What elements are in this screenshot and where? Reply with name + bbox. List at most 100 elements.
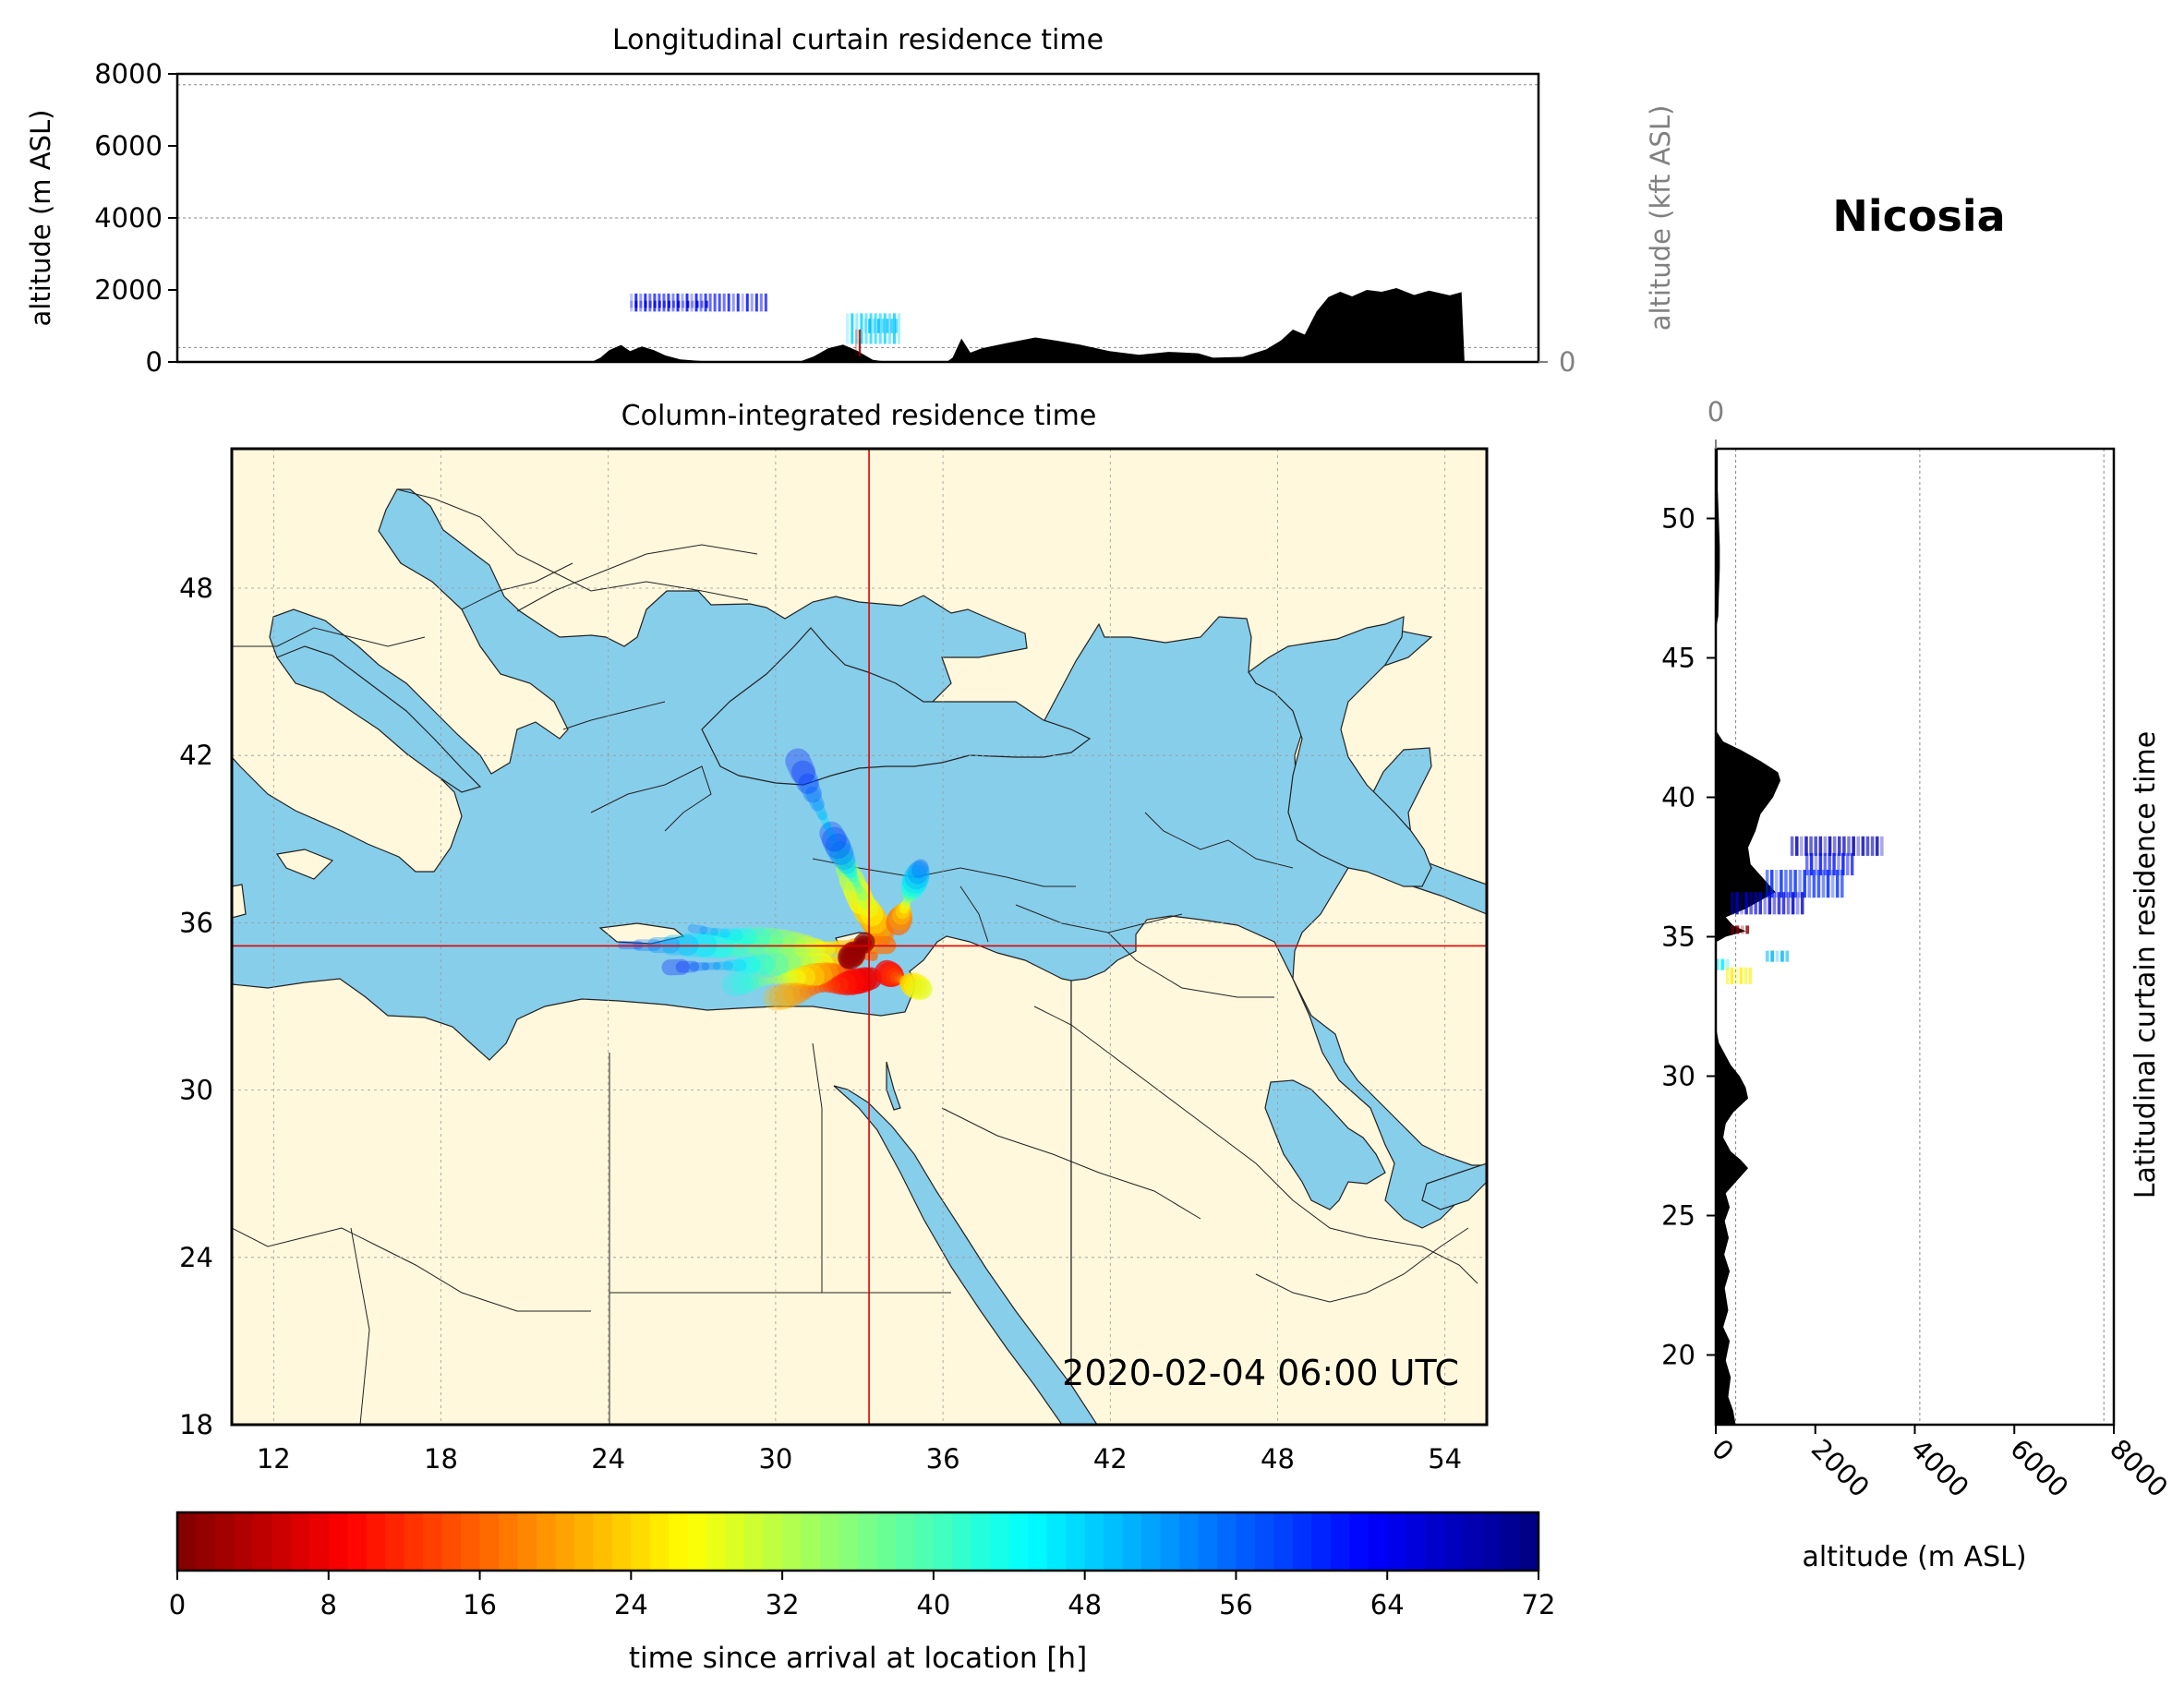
colorbar-segment (1463, 1512, 1483, 1571)
latitudinal-residence-bin (1837, 836, 1841, 856)
latitudinal-residence-bin (1793, 870, 1797, 898)
latitudinal-residence-bin (1800, 892, 1804, 915)
longitudinal-residence-bin (851, 313, 854, 344)
latitudinal-residence-bin (1875, 836, 1879, 856)
colorbar-segment (763, 1512, 783, 1571)
colorbar-segment (499, 1512, 519, 1571)
latitudinal-residence-bin (1781, 892, 1786, 915)
longitudinal-residence-bin (677, 300, 681, 308)
longitudinal-residence-bin (658, 300, 661, 308)
colorbar-segment (1481, 1512, 1502, 1571)
longitudinal-residence-bin (858, 338, 862, 357)
map-borders (232, 488, 1478, 1425)
latitudinal-residence-bin (1744, 967, 1747, 984)
longitudinal-residence-bin (699, 293, 703, 312)
latitudinal-frame (1714, 447, 2116, 1427)
latitudinal-residence-bin (1804, 852, 1809, 876)
island-sicily (275, 849, 334, 880)
latitudinal-residence-bin (1841, 852, 1845, 876)
latitudinal-residence-bin (1765, 870, 1769, 898)
longitudinal-residence-bin (864, 313, 868, 344)
colorbar-segment (366, 1512, 386, 1571)
colorbar-tick-label: 72 (1522, 1589, 1556, 1620)
latitudinal-residence-bin (1794, 836, 1799, 856)
latitudinal-ytick-label: 50 (1661, 503, 1695, 535)
latitudinal-residence-bin (1790, 836, 1794, 856)
colorbar-segment (1141, 1512, 1162, 1571)
land-iran (1292, 867, 1487, 1166)
latitudinal-residence-bin (1880, 836, 1884, 856)
latitudinal-residence-bin (1795, 892, 1800, 915)
longitudinal-residence-bin (705, 300, 708, 308)
longitudinal-residence-bin (874, 313, 877, 344)
latitudinal-residence-bin (1775, 950, 1780, 962)
map-xtick-label: 18 (424, 1443, 458, 1475)
latitudinal-residence-bin (1765, 950, 1769, 962)
map-ytick-label: 18 (179, 1409, 213, 1440)
longitudinal-residence-bin (858, 329, 862, 339)
colorbar-segment (801, 1512, 821, 1571)
trajectory-segment (763, 983, 794, 1011)
latitudinal-residence-bin (1770, 950, 1775, 962)
latitudinal-xtick-top-label: 0 (1707, 396, 1724, 428)
trajectory-segment (899, 974, 918, 992)
map-land (232, 449, 1487, 1425)
longitudinal-residence-bin (860, 313, 863, 344)
colorbar-segment (1028, 1512, 1048, 1571)
trajectory-segment (907, 860, 930, 885)
caspian-sea (1248, 616, 1432, 887)
colorbar-segment (1104, 1512, 1124, 1571)
colorbar-tick-label: 48 (1068, 1589, 1102, 1620)
trajectory-plume (886, 859, 930, 935)
latitudinal-residence-bin (1814, 836, 1817, 856)
colorbar-segment (1330, 1512, 1350, 1571)
latitudinal-ytick-label: 35 (1661, 921, 1695, 953)
trajectory-segment (812, 799, 827, 821)
gulf-oman (1421, 1162, 1487, 1210)
adriatic (276, 645, 482, 793)
latitudinal-residence-bin (1734, 967, 1739, 984)
latitudinal-residence-bin (1852, 836, 1855, 856)
map-panel: Column-integrated residence time (179, 400, 1489, 1475)
latitudinal-residence-bin (1784, 870, 1788, 898)
trajectory-segment (899, 975, 914, 989)
longitudinal-residence-bin (700, 300, 704, 308)
colorbar-segment (952, 1512, 972, 1571)
latitudinal-residence-bin (1780, 870, 1783, 898)
colorbar-tick-label: 16 (463, 1589, 497, 1620)
latitudinal-xtick-label: 2000 (1805, 1433, 1876, 1503)
map-frame (230, 447, 1489, 1427)
latitudinal-residence-bin (1870, 836, 1875, 856)
trajectory-segment (901, 972, 930, 1000)
trajectory-segment (829, 840, 856, 871)
latitudinal-residence-bin (1731, 892, 1734, 915)
latitudinal-residence-bin (1818, 836, 1823, 856)
latitudinal-residence-bin (1828, 836, 1832, 856)
trajectory-segment (729, 927, 757, 945)
longitudinal-residence-bin (731, 293, 735, 312)
colorbar-segment (687, 1512, 707, 1571)
trajectory-segment (819, 821, 847, 852)
latitudinal-residence-bin (1814, 852, 1818, 876)
longitudinal-residence (630, 293, 901, 357)
colorbar-segment (196, 1512, 216, 1571)
latitudinal-residence-bin (1800, 836, 1804, 856)
colorbar-segment (1066, 1512, 1086, 1571)
trajectory-segment (907, 976, 933, 1000)
latitudinal-residence-bin (1775, 870, 1779, 898)
latitudinal-residence-bin (1769, 870, 1774, 898)
timestamp-label: 2020-02-04 06:00 UTC (1062, 1353, 1459, 1393)
colorbar-segment (1160, 1512, 1180, 1571)
latitudinal-residence-bin (1785, 950, 1790, 962)
latitudinal-residence-bin (1749, 892, 1753, 915)
longitudinal-residence-bin (648, 300, 652, 308)
colorbar-ticks: 0 8 16 24 32 40 48 56 64 72 (169, 1571, 1556, 1620)
colorbar-segment (1387, 1512, 1407, 1571)
colorbar-tick-label: 56 (1219, 1589, 1253, 1620)
latitudinal-residence-bin (1725, 958, 1730, 970)
longitudinal-residence-bin (878, 313, 882, 344)
longitudinal-residence-cell (854, 338, 862, 357)
longitudinal-yticks: 0 2000 4000 6000 8000 (94, 58, 177, 378)
trajectory-segment (772, 974, 789, 984)
trajectory-segment (902, 884, 918, 902)
